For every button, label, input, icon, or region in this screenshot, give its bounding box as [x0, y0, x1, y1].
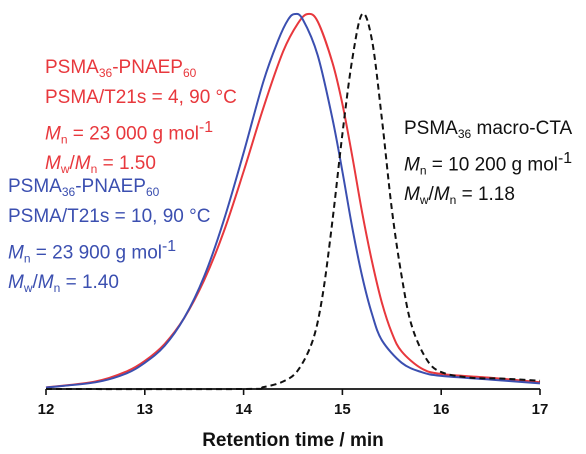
series-line-red [45, 12, 541, 389]
series-line-dashed-black [45, 12, 541, 391]
blue-dispersity: Mw/Mn = 1.40 [8, 272, 119, 296]
annotation-macro-cta: PSMA36 macro-CTA Mn = 10 200 g mol-1 Mw/… [404, 114, 572, 210]
x-ticks: 12 13 14 15 16 17 [38, 389, 549, 418]
blue-conditions: PSMA/T21s = 10, 90 °C [8, 206, 211, 227]
series-line-blue [45, 12, 541, 389]
red-mn: Mn = 23 000 g mol-1 [45, 119, 214, 147]
black-sample-name: PSMA36 macro-CTA [404, 118, 573, 141]
blue-mn: Mn = 23 900 g mol-1 [8, 238, 177, 266]
black-dispersity: Mw/Mn = 1.18 [404, 184, 515, 208]
red-sample-name: PSMA36-PNAEP60 [45, 57, 197, 80]
series-layer [45, 12, 541, 391]
x-tick-label-15: 15 [334, 401, 351, 418]
x-tick-label-13: 13 [136, 401, 153, 418]
x-tick-label-14: 14 [235, 401, 252, 418]
x-tick-label-16: 16 [433, 401, 450, 418]
red-conditions: PSMA/T21s = 4, 90 °C [45, 87, 237, 108]
annotation-blue-series: PSMA36-PNAEP60 PSMA/T21s = 10, 90 °C Mn … [8, 172, 210, 298]
x-tick-label-17: 17 [532, 401, 549, 418]
x-axis-label: Retention time / min [202, 430, 384, 451]
red-dispersity: Mw/Mn = 1.50 [45, 153, 156, 177]
annotation-red-series: PSMA36-PNAEP60 PSMA/T21s = 4, 90 °C Mn =… [45, 53, 237, 179]
black-mn: Mn = 10 200 g mol-1 [404, 150, 573, 178]
x-tick-label-12: 12 [38, 401, 55, 418]
blue-sample-name: PSMA36-PNAEP60 [8, 176, 160, 199]
